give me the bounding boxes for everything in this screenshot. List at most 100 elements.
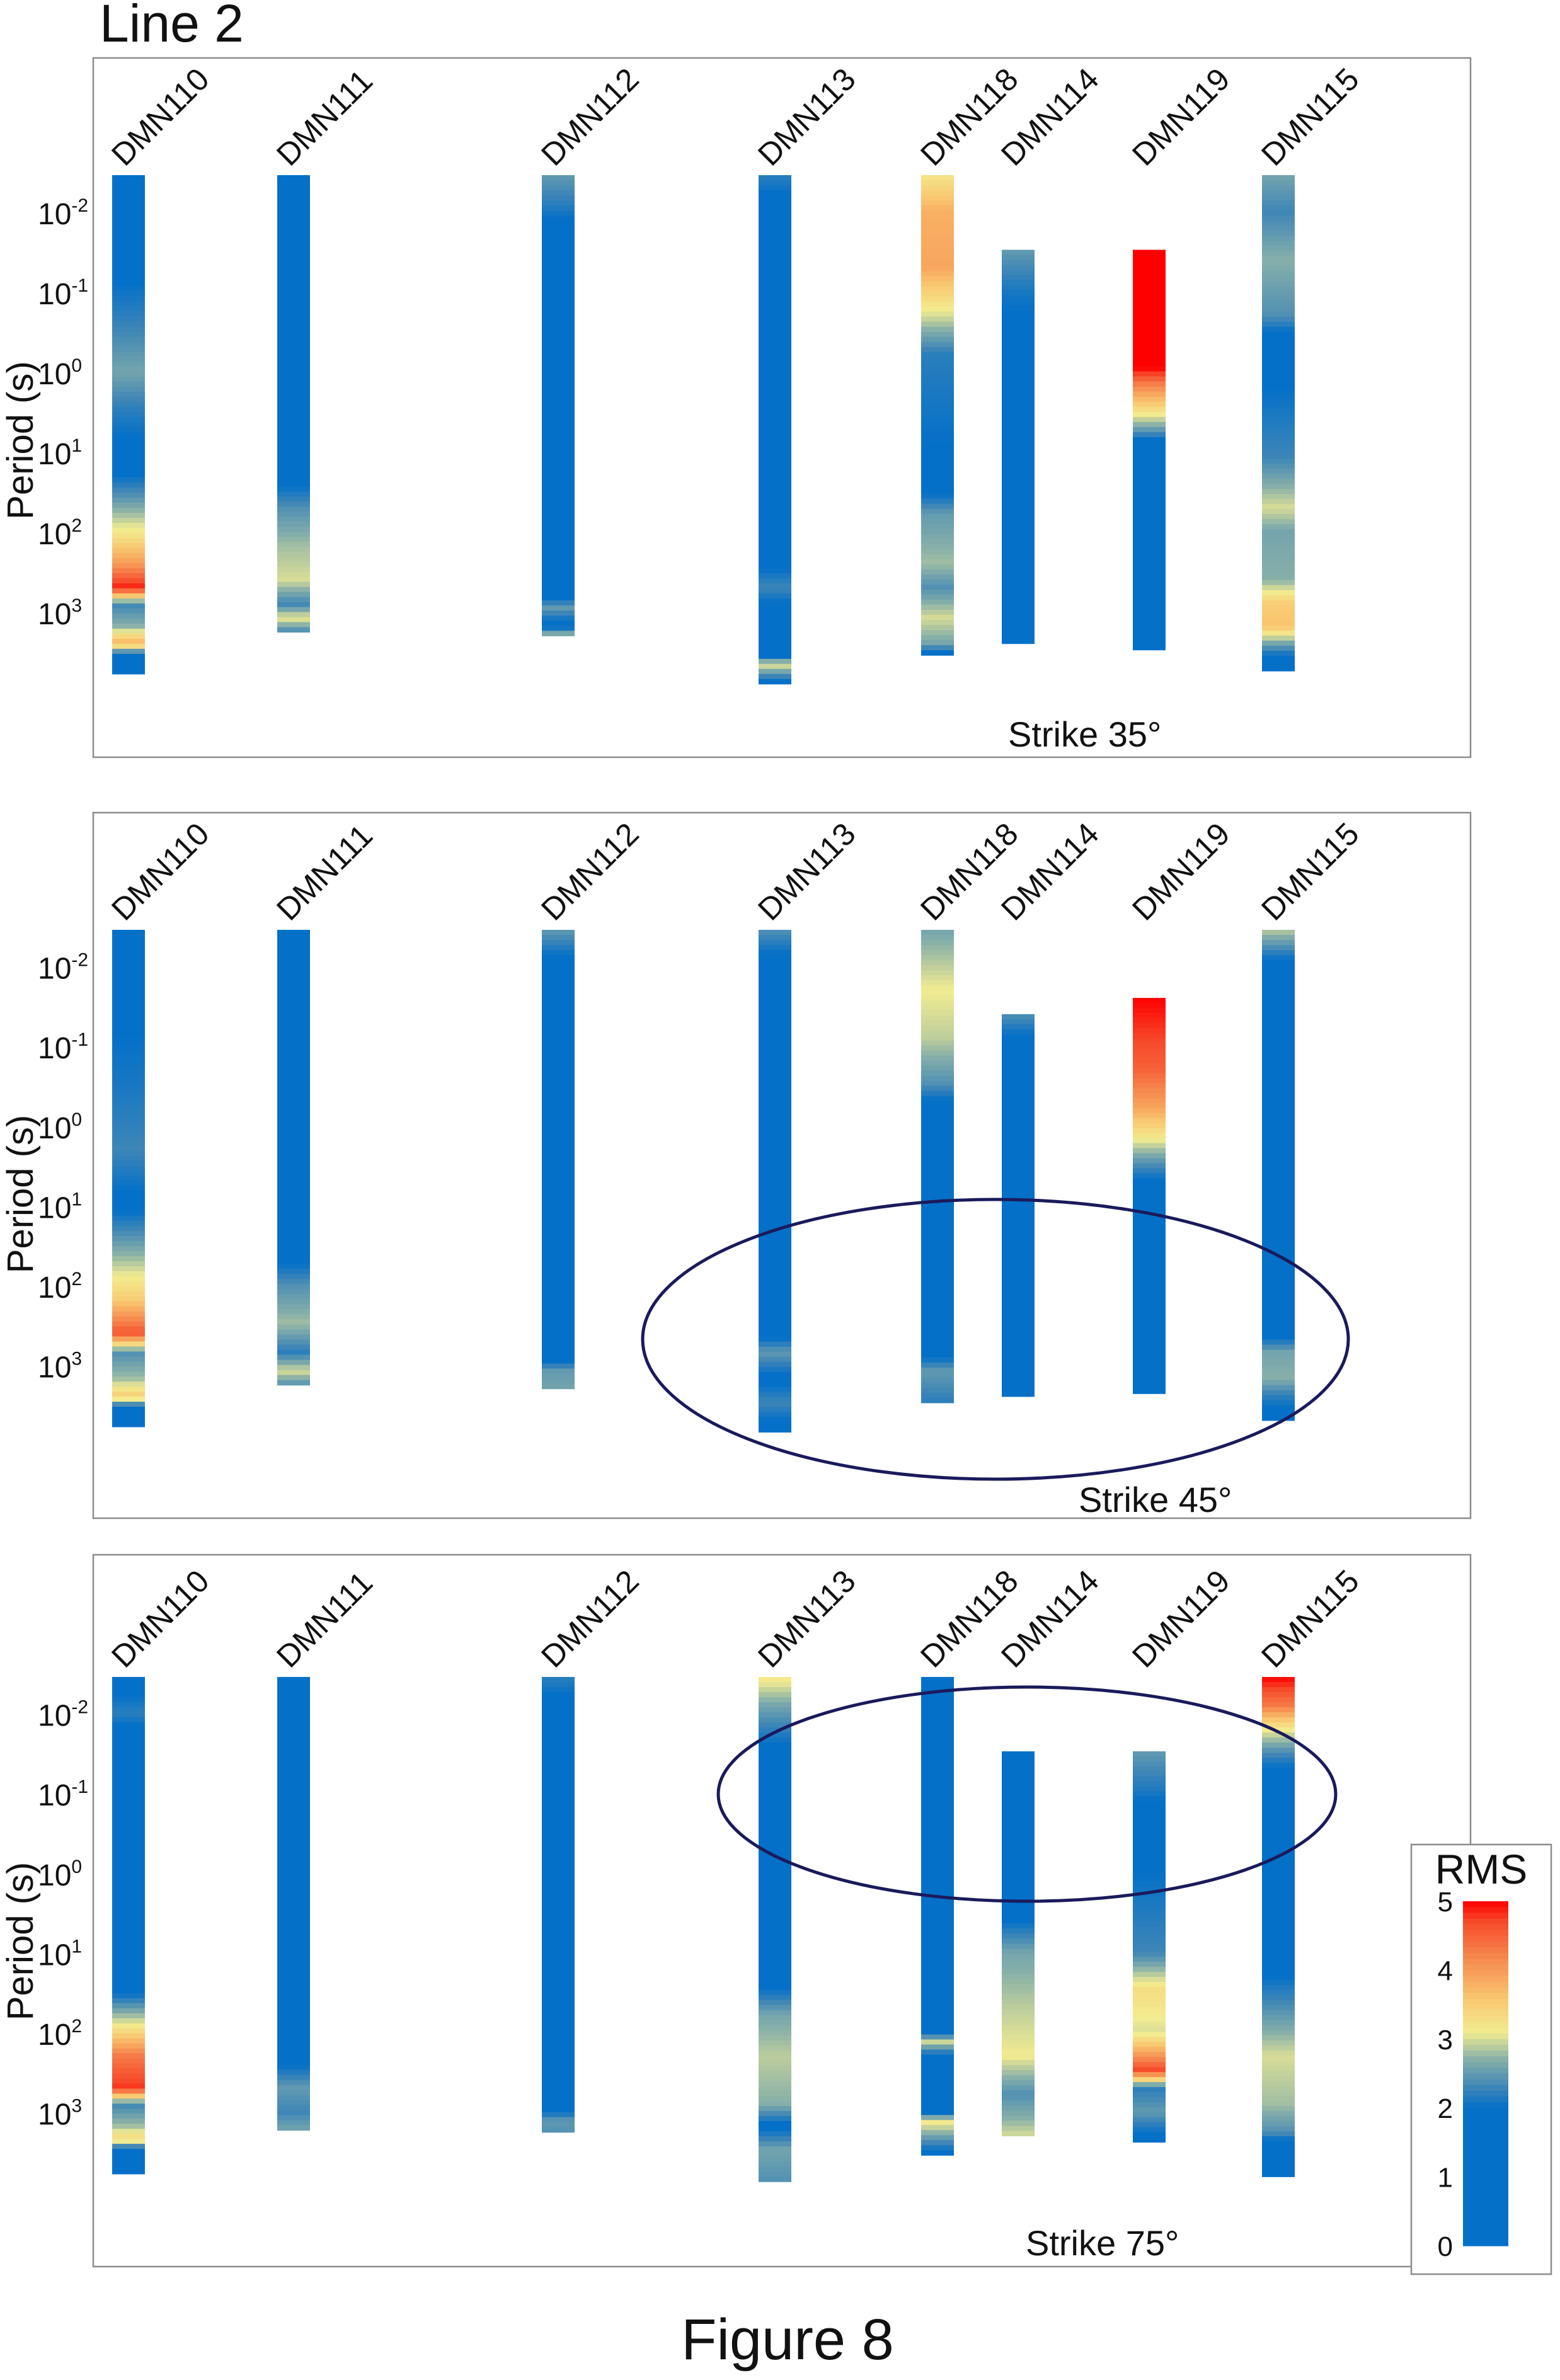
rms-cell (112, 1757, 145, 1763)
rms-cell (759, 426, 791, 433)
colorbar-cell (1463, 2096, 1508, 2103)
rms-cell (1002, 547, 1035, 553)
station-label: DMN110 (105, 61, 215, 172)
rms-cell (277, 215, 310, 221)
rms-cell (921, 433, 954, 438)
rms-cell (1133, 406, 1166, 413)
rms-cell (542, 1343, 575, 1349)
rms-cell (277, 1359, 310, 1366)
rms-cell (112, 995, 145, 1001)
rms-cell (921, 352, 954, 358)
station-column-dmn111: DMN111 (270, 63, 379, 633)
rms-cell (1002, 1918, 1035, 1924)
rms-cell (1262, 1086, 1295, 1092)
rms-cell (759, 1407, 791, 1413)
rms-cell (1002, 1797, 1035, 1802)
rms-cell (112, 1722, 145, 1728)
rms-cell (1133, 1841, 1166, 1847)
rms-cell (1133, 1862, 1166, 1867)
rms-cell (921, 1161, 954, 1167)
rms-cell (112, 1030, 145, 1036)
rms-cell (542, 1980, 575, 1986)
rms-cell (1262, 1274, 1295, 1279)
rms-cell (277, 517, 310, 522)
rms-cell (542, 276, 575, 282)
rms-cell (112, 1387, 145, 1392)
rms-cell (542, 306, 575, 312)
colorbar-cell (1463, 2240, 1508, 2246)
rms-cell (277, 1989, 310, 1995)
rms-cell (759, 1964, 791, 1971)
rms-cell (1002, 1979, 1035, 1985)
rms-cell (921, 1782, 954, 1788)
rms-cell (759, 190, 791, 196)
rms-cell (1002, 1948, 1035, 1954)
rms-cell (921, 1307, 954, 1313)
rms-cell (921, 428, 954, 433)
rms-cell (759, 1979, 791, 1986)
rms-cell (1133, 1038, 1166, 1044)
rms-cell (542, 2000, 575, 2006)
rms-cell (542, 1702, 575, 1708)
rms-cell (542, 241, 575, 247)
rms-cell (759, 1803, 791, 1809)
rms-cell (1002, 2131, 1035, 2137)
rms-cell (1133, 2122, 1166, 2128)
rms-cell (112, 1732, 145, 1738)
rms-cell (759, 1286, 791, 1292)
rms-cell (542, 408, 575, 414)
rms-cell (277, 336, 310, 341)
rms-cell (921, 2054, 954, 2061)
rms-cell (921, 226, 954, 231)
rms-cell (759, 1828, 791, 1834)
rms-cell (112, 2013, 145, 2019)
rms-cell (1002, 467, 1035, 472)
rms-cell (921, 609, 954, 615)
rms-cell (759, 588, 791, 594)
rms-cell (759, 1687, 791, 1693)
rms-cell (1262, 1010, 1295, 1017)
rms-cell (277, 1117, 310, 1123)
rms-cell (1262, 1793, 1295, 1799)
rms-cell (921, 1822, 954, 1829)
rms-cell (112, 2163, 145, 2170)
rms-cell (1262, 1758, 1295, 1763)
rms-cell (759, 290, 791, 297)
rms-cell (1133, 1238, 1166, 1244)
rms-cell (1002, 638, 1035, 644)
rms-cell (1262, 1415, 1295, 1421)
rms-cell (542, 1318, 575, 1324)
rms-cell (759, 1889, 791, 1895)
rms-cell (112, 1852, 145, 1858)
rms-cell (759, 351, 791, 357)
rms-cell (277, 1868, 310, 1874)
colorbar-cell (1463, 2090, 1508, 2097)
rms-cell (542, 1909, 575, 1916)
rms-cell (542, 1838, 575, 1845)
rms-cell (921, 1181, 954, 1187)
rms-cell (112, 1311, 145, 1317)
rms-cell (112, 1105, 145, 1111)
rms-cell (1133, 589, 1166, 595)
rms-cell (277, 985, 310, 991)
rms-cell (112, 1070, 145, 1076)
rms-cell (112, 1181, 145, 1186)
rms-cell (1002, 1306, 1035, 1312)
rms-cell (277, 1954, 310, 1960)
rms-cell (542, 1828, 575, 1834)
y-axis-label: Period (s) (0, 1115, 41, 1273)
rms-cell (1133, 265, 1166, 271)
rms-cell (1262, 534, 1295, 540)
rms-cell (112, 502, 145, 508)
rms-cell (921, 1040, 954, 1046)
rms-cell (1262, 1147, 1295, 1153)
rms-cell (1262, 1056, 1295, 1062)
rms-cell (1002, 396, 1035, 402)
rms-cell (542, 1328, 575, 1334)
rms-cell (759, 2050, 791, 2056)
rms-cell (921, 1908, 954, 1914)
rms-cell (1262, 980, 1295, 986)
rms-cell (759, 1722, 791, 1728)
rms-cell (921, 1843, 954, 1849)
